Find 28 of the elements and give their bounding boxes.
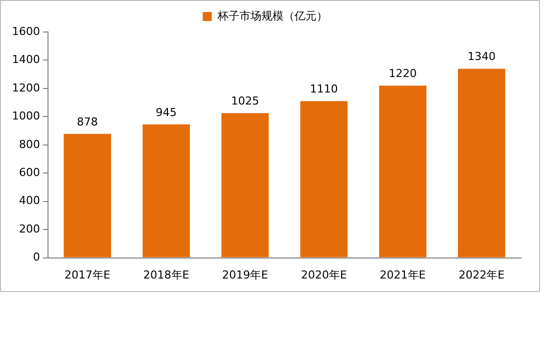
bar [300, 101, 348, 258]
y-tick-label: 800 [18, 138, 40, 151]
bar [458, 68, 506, 258]
x-tick-label: 2018年E [143, 268, 190, 282]
data-label: 878 [76, 115, 98, 128]
x-tick-label: 2022年E [458, 268, 505, 282]
y-tick-label: 600 [18, 166, 40, 179]
x-tick-label: 2019年E [222, 268, 268, 282]
x-tick-label: 2021年E [380, 268, 426, 282]
x-tick-label: 2020年E [300, 268, 347, 282]
x-tick-label: 2017年E [64, 268, 110, 282]
bar [379, 86, 426, 258]
data-label: 945 [156, 106, 177, 119]
legend-label: 杯子市场规模（亿元） [216, 9, 328, 22]
bar [221, 113, 269, 258]
data-label: 1340 [468, 50, 496, 64]
y-tick-label: 1200 [12, 81, 40, 94]
bar [64, 134, 112, 258]
data-label: 1220 [388, 66, 417, 80]
y-tick-label: 1000 [12, 110, 40, 123]
data-label: 1025 [231, 94, 260, 108]
y-tick-label: 1400 [12, 53, 40, 66]
y-tick-label: 1600 [12, 24, 40, 38]
y-tick-label: 200 [18, 222, 40, 236]
y-tick-label: 0 [32, 250, 40, 264]
y-tick-label: 400 [18, 194, 40, 208]
bar [142, 124, 190, 258]
data-label: 1110 [310, 82, 338, 96]
